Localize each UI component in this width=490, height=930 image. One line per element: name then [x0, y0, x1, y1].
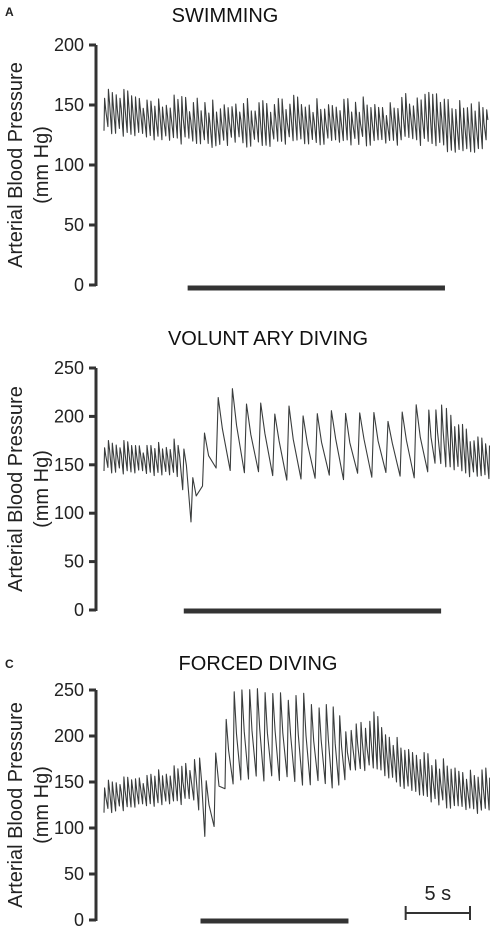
y-tick-label: 150 — [54, 772, 84, 792]
panel-title: FORCED DIVING — [179, 653, 338, 675]
chart-panel-1: A SWIMMING Arterial Blood Pressure (mm Hg) 0… — [5, 5, 489, 295]
y-tick-label: 100 — [54, 155, 84, 175]
y-tick-label: 0 — [74, 910, 84, 930]
panel-title: SWIMMING — [172, 5, 279, 27]
scale-bar-label: 5 s — [424, 883, 451, 905]
y-axis-unit-label: (mm Hg) — [31, 450, 53, 528]
y-axis-label: Arterial Blood Pressure — [5, 386, 27, 592]
panel-title: VOLUNT ARY DIVING — [168, 328, 368, 350]
time-scale-bar: 5 s — [404, 883, 471, 920]
y-tick-label: 100 — [54, 818, 84, 838]
pressure-trace — [103, 88, 489, 153]
pressure-trace — [103, 688, 490, 837]
y-tick-label: 50 — [64, 864, 84, 884]
chart-panel-2: VOLUNT ARY DIVING Arterial Blood Pressure… — [5, 328, 490, 620]
y-tick-label: 150 — [54, 455, 84, 475]
y-tick-label: 0 — [74, 600, 84, 620]
y-axis-unit-label: (mm Hg) — [31, 766, 53, 844]
y-axis-label: Arterial Blood Pressure — [5, 702, 27, 908]
y-tick-label: 200 — [54, 35, 84, 55]
y-tick-label: 150 — [54, 95, 84, 115]
y-tick-label: 50 — [64, 215, 84, 235]
chart-panel-3: C FORCED DIVING Arterial Blood Pressure (mm… — [5, 653, 490, 930]
y-tick-label: 250 — [54, 680, 84, 700]
y-tick-label: 0 — [74, 275, 84, 295]
pressure-trace — [103, 388, 490, 523]
y-tick-label: 50 — [64, 552, 84, 572]
y-axis-label: Arterial Blood Pressure — [5, 62, 27, 268]
y-axis-unit-label: (mm Hg) — [31, 126, 53, 204]
y-tick-label: 200 — [54, 406, 84, 426]
y-tick-label: 100 — [54, 503, 84, 523]
panel-letter: A — [5, 5, 14, 19]
panel-letter: C — [5, 657, 14, 671]
y-tick-label: 250 — [54, 358, 84, 378]
y-tick-label: 200 — [54, 726, 84, 746]
